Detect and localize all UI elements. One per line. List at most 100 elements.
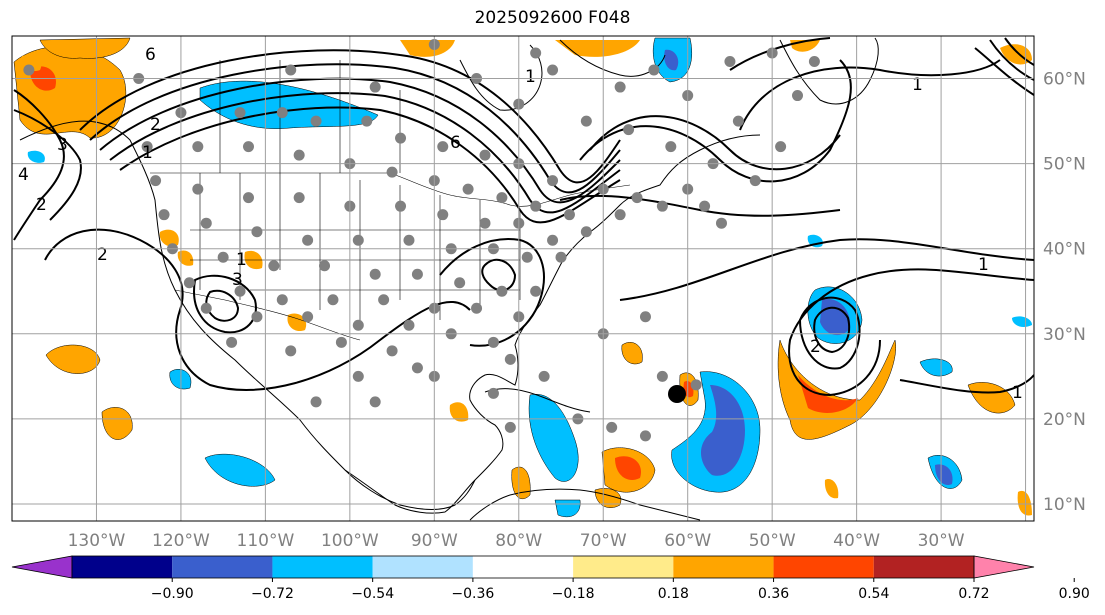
- station-dot: [285, 64, 297, 76]
- contour-atl-low-2: [813, 306, 851, 354]
- colorbar-segment: [573, 556, 674, 578]
- orange-blob-far-se: [1017, 490, 1032, 516]
- station-dot: [454, 277, 466, 289]
- station-dot: [226, 336, 238, 348]
- lon-tick-label: 120°W: [152, 531, 210, 551]
- orange-blob-west-us: [159, 229, 179, 247]
- contour-atl-low-1: [798, 296, 861, 370]
- lat-tick-label: 30°N: [1043, 325, 1086, 345]
- contour-nw-1: [13, 89, 65, 241]
- station-dot: [648, 64, 660, 76]
- orange-blob-atl-e: [967, 382, 1016, 414]
- station-dot: [547, 64, 559, 76]
- blue-blob-caribbean-w: [528, 393, 579, 482]
- station-dot: [251, 311, 263, 323]
- contour-east-coast: [439, 238, 545, 347]
- station-dot: [715, 217, 727, 229]
- station-dot: [580, 115, 592, 127]
- blue-blob-atl-mid: [919, 358, 953, 377]
- greenland-outline: [779, 37, 879, 105]
- station-dot: [293, 192, 305, 204]
- contour-ridge-2: [89, 63, 621, 194]
- contour-label: 3: [232, 270, 243, 290]
- colorbar-tick-label: 0.54: [858, 586, 889, 602]
- station-dot: [504, 353, 516, 365]
- blue-core-alaska: [664, 49, 679, 71]
- lon-tick-label: 100°W: [321, 531, 379, 551]
- station-dot: [538, 370, 550, 382]
- contour-label: 6: [145, 45, 156, 65]
- station-dot: [530, 285, 542, 297]
- orange-blob-n-canada: [400, 40, 455, 57]
- contour-ne-1: [739, 59, 1001, 131]
- contour-label: 1: [912, 75, 923, 95]
- station-dot: [310, 115, 322, 127]
- colorbar-extend-low: [11, 555, 73, 579]
- lon-tick-label: 90°W: [411, 531, 458, 551]
- station-dot: [183, 277, 195, 289]
- contour-label: 1: [1012, 383, 1023, 403]
- station-dot: [639, 430, 651, 442]
- orange-blob-mexico: [287, 313, 307, 332]
- station-dot: [302, 234, 314, 246]
- blue-blob-sw-ocean: [169, 369, 192, 390]
- state-lines: [190, 173, 521, 330]
- orange-blob-sa-n: [511, 466, 531, 500]
- station-dot: [530, 47, 542, 59]
- orange-blob-atl-n: [555, 40, 640, 57]
- orange-arc-atl: [777, 339, 897, 440]
- station-dot: [192, 141, 204, 153]
- station-dot: [547, 234, 559, 246]
- station-dot: [792, 90, 804, 102]
- lon-tick-label: 110°W: [237, 531, 295, 551]
- colorbar-segment: [372, 556, 473, 578]
- colorbar-tick-label: −0.36: [451, 586, 494, 602]
- station-dot: [310, 396, 322, 408]
- lon-tick-label: 70°W: [580, 531, 627, 551]
- station-dot: [699, 200, 711, 212]
- lat-tick-label: 10°N: [1043, 495, 1086, 515]
- station-dot: [487, 387, 499, 399]
- lat-tick-label: 60°N: [1043, 70, 1086, 90]
- colorbar-segment: [873, 556, 974, 578]
- lat-tick-label: 50°N: [1043, 155, 1086, 175]
- colorbar-segment: [773, 556, 874, 578]
- graticule: [12, 36, 1034, 521]
- station-dot: [411, 268, 423, 280]
- station-dot: [386, 166, 398, 178]
- red-core-caribbean: [615, 456, 641, 480]
- colorbar-segment: [673, 556, 774, 578]
- orange-blob-atl-s: [824, 479, 839, 499]
- station-dot: [724, 56, 736, 68]
- contour-label: 1: [525, 67, 536, 87]
- station-dot: [775, 141, 787, 153]
- map-title: 2025092600 F048: [474, 8, 631, 28]
- contour-label: 2: [36, 195, 47, 215]
- lon-tick-label: 30°W: [918, 531, 965, 551]
- contour-label: 1: [978, 255, 989, 275]
- contour-label: 3: [57, 135, 68, 155]
- cuba-outline: [484, 388, 591, 413]
- station-dot: [302, 311, 314, 323]
- station-dot: [563, 209, 575, 221]
- central-america-outline: [344, 469, 476, 510]
- contour-label: 1: [236, 250, 247, 270]
- orange-blob-pacific-1: [45, 344, 101, 374]
- highlight-marker: [668, 385, 686, 403]
- contour-ridge-4: [109, 92, 621, 214]
- orange-blob-top: [39, 37, 131, 59]
- colorbar-tick-label: 0.18: [658, 586, 689, 602]
- station-dot: [411, 362, 423, 374]
- station-dot: [631, 192, 643, 204]
- station-dot: [580, 226, 592, 238]
- colorbar: −0.90 −0.72 −0.54 −0.36 −0.18 0.18 0.36 0.54 0.7…: [11, 555, 1090, 602]
- blue-blob-pacific-s: [204, 453, 276, 487]
- station-dot: [150, 175, 162, 187]
- blue-core-atl-se: [935, 464, 953, 486]
- station-dot: [403, 234, 415, 246]
- contour-label: 2: [810, 337, 821, 357]
- station-dot: [496, 285, 508, 297]
- colorbar-segment: [472, 556, 574, 578]
- station-dot: [352, 319, 364, 331]
- red-arc-atl: [798, 375, 858, 413]
